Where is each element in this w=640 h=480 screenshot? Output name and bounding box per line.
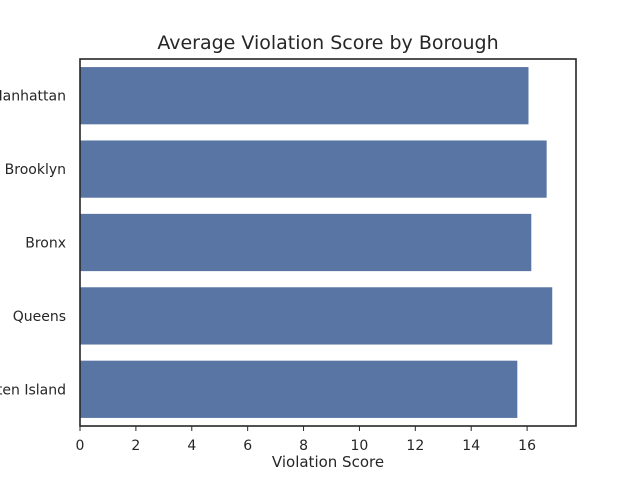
x-tick-label: 0 — [76, 438, 85, 454]
x-tick-label: 16 — [518, 438, 536, 454]
y-tick-label: Staten Island — [0, 382, 66, 398]
chart-title: Average Violation Score by Borough — [157, 32, 498, 54]
y-tick-label: Bronx — [25, 236, 66, 252]
y-tick-labels: Manhattan Brooklyn Bronx Queens Staten Islan… — [0, 89, 66, 399]
bar-queens — [80, 287, 553, 345]
bars-group — [80, 67, 553, 418]
x-tick-label: 2 — [131, 438, 140, 454]
y-tick-label: Manhattan — [0, 89, 66, 105]
x-tick-label: 4 — [187, 438, 196, 454]
x-tick-label: 8 — [299, 438, 308, 454]
x-tick-label: 10 — [351, 438, 369, 454]
bar-brooklyn — [80, 140, 547, 198]
x-tick-label: 14 — [462, 438, 480, 454]
x-axis-label: Violation Score — [272, 453, 384, 471]
bar-manhattan — [80, 67, 529, 125]
plot-frame — [79, 58, 577, 427]
x-axis-ticks: 0 2 4 6 8 10 12 14 16 — [76, 426, 536, 454]
bar-staten-island — [80, 360, 518, 418]
bar-bronx — [80, 213, 532, 272]
y-tick-label: Queens — [13, 309, 66, 325]
x-tick-label: 6 — [243, 438, 252, 454]
y-tick-label: Brooklyn — [5, 162, 66, 178]
x-tick-label: 12 — [406, 438, 424, 454]
